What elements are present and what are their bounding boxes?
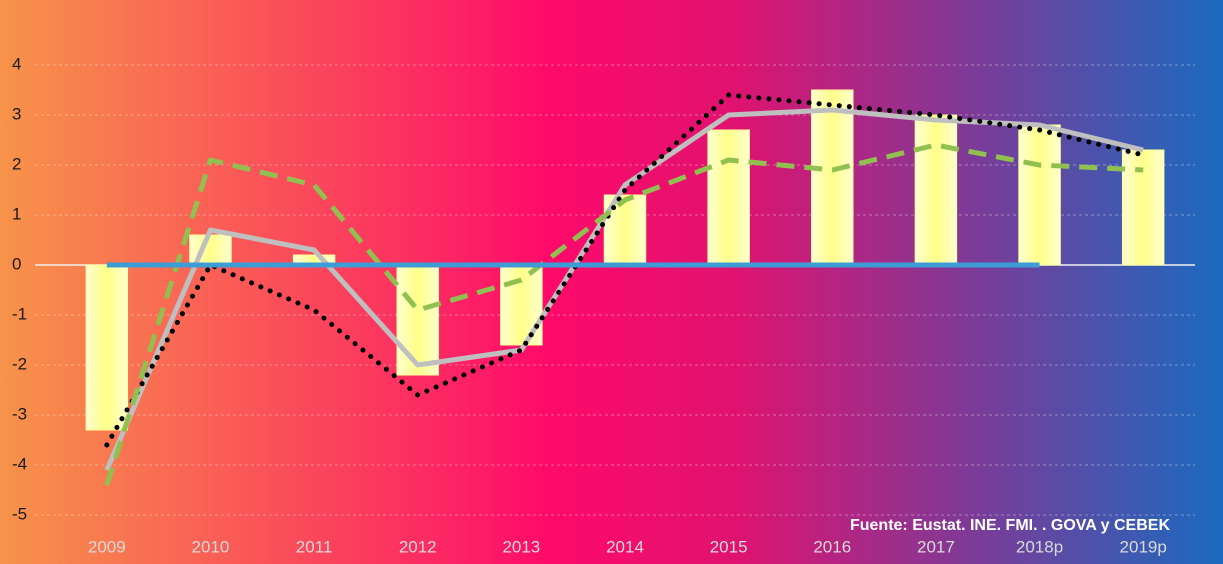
x-tick-label: 2015 [710, 537, 748, 556]
bar [707, 129, 750, 266]
x-tick-label: 2019p [1120, 537, 1167, 556]
x-tick-label: 2017 [917, 537, 955, 556]
line-series [104, 142, 1144, 486]
y-tick-label: 3 [12, 104, 21, 123]
y-tick-label: -2 [12, 354, 27, 373]
bar [85, 264, 129, 431]
y-tick-label: 0 [12, 254, 21, 273]
x-tick-label: 2012 [399, 537, 437, 556]
y-tick-label: 4 [12, 54, 21, 73]
source-note: Fuente: Eustat. INE. FMI. . GOVA y CEBEK [850, 517, 1170, 534]
bar [914, 114, 958, 266]
y-tick-label: -5 [12, 504, 27, 523]
x-tick-label: 2011 [296, 537, 333, 556]
bar [811, 89, 854, 266]
x-tick-label: 2009 [88, 537, 126, 556]
y-tick-label: -1 [12, 304, 27, 323]
x-tick-label: 2014 [606, 537, 644, 556]
line-series [104, 92, 1146, 448]
y-tick-label: -3 [12, 404, 27, 423]
bar [1018, 124, 1061, 266]
bar [500, 264, 543, 346]
y-tick-label: 1 [12, 204, 21, 223]
y-tick-label: -4 [12, 454, 27, 473]
bar [1121, 149, 1165, 266]
x-tick-label: 2018p [1016, 537, 1063, 556]
x-tick-label: 2016 [813, 537, 851, 556]
y-tick-label: 2 [12, 154, 21, 173]
x-tick-label: 2013 [502, 537, 540, 556]
x-tick-label: 2010 [192, 537, 230, 556]
bar [396, 264, 439, 376]
